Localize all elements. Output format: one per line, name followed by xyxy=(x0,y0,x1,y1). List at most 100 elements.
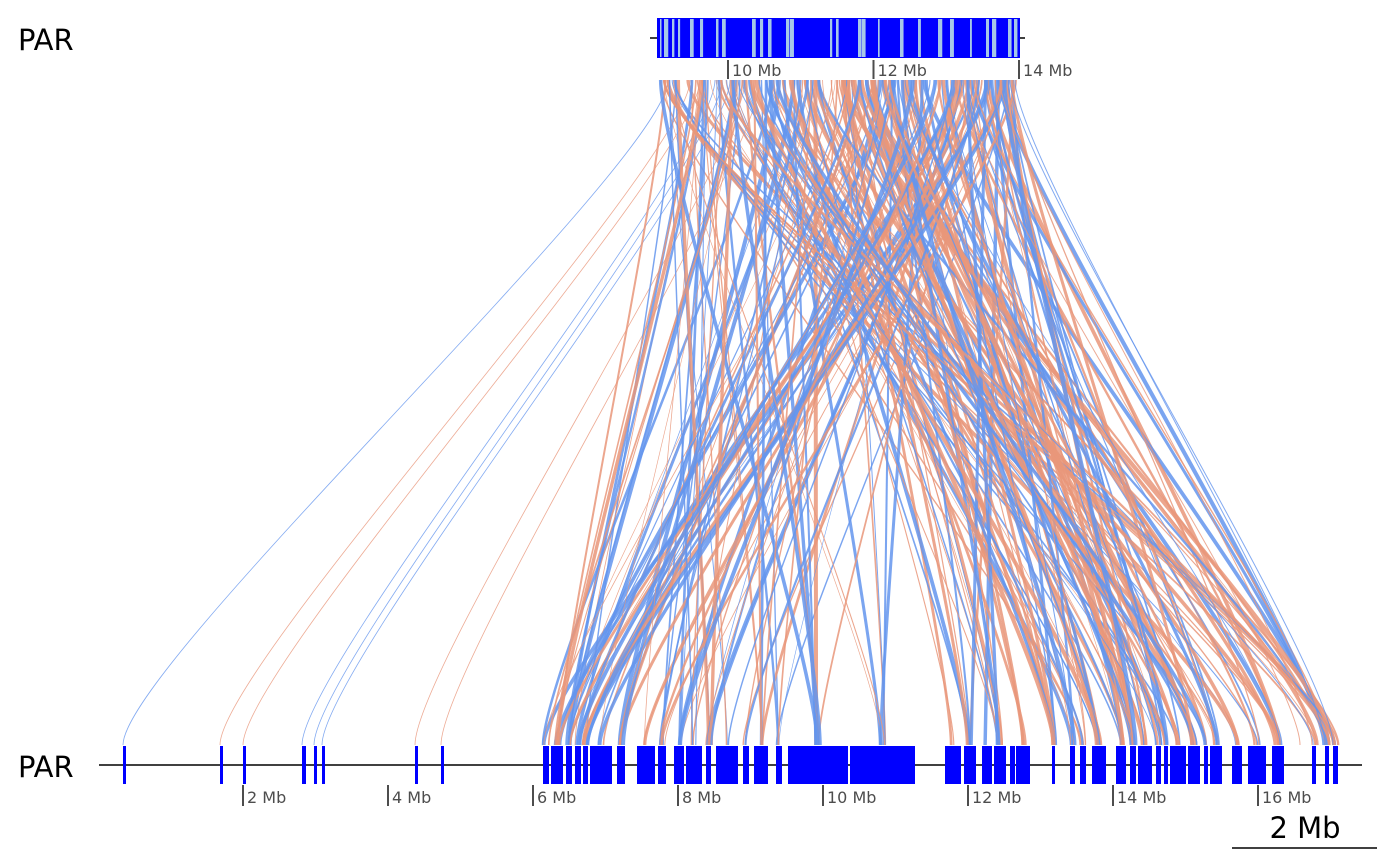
bottom-tick-label-5: 12 Mb xyxy=(972,788,1021,807)
bottom-feature-24 xyxy=(788,746,848,784)
synteny-link-223 xyxy=(945,79,1166,746)
bottom-feature-12 xyxy=(583,746,588,784)
synteny-link-231 xyxy=(758,79,1198,746)
synteny-link-224 xyxy=(749,79,1281,746)
synteny-link-247 xyxy=(733,79,1074,746)
synteny-link-256 xyxy=(576,79,938,746)
bottom-feature-7 xyxy=(441,746,444,784)
synteny-link-267 xyxy=(962,79,1073,746)
bottom-feature-34 xyxy=(1080,746,1086,784)
synteny-link-254 xyxy=(619,79,833,746)
bottom-feature-33 xyxy=(1070,746,1075,784)
bottom-feature-46 xyxy=(1248,746,1266,784)
top-track-features xyxy=(657,18,1020,58)
bottom-feature-32 xyxy=(1052,746,1055,784)
top-track-label: PAR xyxy=(18,23,74,57)
top-feature-gap-19 xyxy=(918,19,921,57)
top-feature-gap-17 xyxy=(878,19,880,57)
bottom-feature-30 xyxy=(1010,746,1015,784)
bottom-feature-49 xyxy=(1325,746,1329,784)
bottom-feature-45 xyxy=(1232,746,1242,784)
bottom-tick-label-3: 8 Mb xyxy=(682,788,721,807)
synteny-links xyxy=(122,79,1340,746)
bottom-feature-23 xyxy=(776,746,782,784)
synteny-link-7 xyxy=(440,79,761,746)
synteny-link-0 xyxy=(122,79,669,746)
synteny-link-185 xyxy=(554,79,697,746)
synteny-link-203 xyxy=(744,79,879,746)
bottom-feature-47 xyxy=(1272,746,1284,784)
synteny-link-213 xyxy=(942,79,1136,746)
synteny-link-139 xyxy=(718,79,780,746)
bottom-feature-5 xyxy=(322,746,325,784)
top-feature-gap-10 xyxy=(768,19,772,57)
bottom-feature-50 xyxy=(1333,746,1338,784)
bottom-feature-21 xyxy=(743,746,749,784)
synteny-link-169 xyxy=(777,79,1136,746)
bottom-tick-label-0: 2 Mb xyxy=(247,788,286,807)
bottom-feature-39 xyxy=(1156,746,1161,784)
synteny-link-2 xyxy=(242,79,701,746)
bottom-feature-10 xyxy=(566,746,572,784)
bottom-feature-38 xyxy=(1138,746,1152,784)
synteny-link-268 xyxy=(999,79,1313,746)
synteny-link-193 xyxy=(695,79,707,746)
synteny-link-174 xyxy=(1011,79,1075,746)
bottom-feature-27 xyxy=(964,746,976,784)
synteny-link-242 xyxy=(555,79,704,746)
bottom-track-ticks: 2 Mb 4 Mb 6 Mb 8 Mb 10 Mb 12 Mb 14 Mb 16 Mb xyxy=(242,785,1311,807)
synteny-link-270 xyxy=(1009,79,1334,746)
top-feature-gap-9 xyxy=(760,19,764,57)
bottom-tick-label-1: 4 Mb xyxy=(392,788,431,807)
synteny-link-221 xyxy=(660,79,802,746)
synteny-link-227 xyxy=(586,79,955,746)
synteny-link-1 xyxy=(219,79,691,746)
top-tick-label-2: 14 Mb xyxy=(1023,61,1072,80)
synteny-link-252 xyxy=(726,79,1157,746)
bottom-feature-3 xyxy=(302,746,306,784)
bottom-feature-42 xyxy=(1188,746,1200,784)
bottom-feature-40 xyxy=(1164,746,1168,784)
bottom-feature-0 xyxy=(123,746,126,784)
synteny-link-235 xyxy=(890,79,1077,746)
bottom-feature-16 xyxy=(658,746,666,784)
top-feature-gap-23 xyxy=(986,19,990,57)
top-feature-gap-3 xyxy=(678,19,681,57)
bottom-feature-43 xyxy=(1204,746,1208,784)
synteny-link-248 xyxy=(644,79,700,746)
top-feature-gap-6 xyxy=(716,19,719,57)
top-feature-gap-15 xyxy=(858,19,862,57)
bottom-feature-26 xyxy=(945,746,961,784)
synteny-link-246 xyxy=(578,79,861,746)
synteny-link-184 xyxy=(847,79,969,746)
synteny-link-167 xyxy=(924,79,1100,746)
synteny-link-152 xyxy=(567,79,883,746)
bottom-feature-31 xyxy=(1016,746,1030,784)
top-feature-gap-1 xyxy=(664,19,669,57)
synteny-link-190 xyxy=(817,79,971,746)
synteny-link-261 xyxy=(773,79,1103,746)
synteny-link-269 xyxy=(1014,79,1326,746)
synteny-link-219 xyxy=(658,79,820,746)
bottom-feature-19 xyxy=(706,746,711,784)
synteny-link-188 xyxy=(841,79,1337,746)
synteny-link-45 xyxy=(541,79,774,746)
synteny-link-55 xyxy=(760,79,956,746)
synteny-link-225 xyxy=(898,79,1157,746)
synteny-link-266 xyxy=(883,79,1179,746)
synteny-link-198 xyxy=(817,79,1328,746)
synteny-link-156 xyxy=(557,79,966,746)
synteny-link-209 xyxy=(789,79,1056,746)
top-tick-label-1: 12 Mb xyxy=(878,61,927,80)
bottom-feature-41 xyxy=(1170,746,1186,784)
top-feature-gap-5 xyxy=(700,19,704,57)
bottom-feature-37 xyxy=(1130,746,1136,784)
top-feature-gap-22 xyxy=(970,19,972,57)
synteny-link-271 xyxy=(959,79,1301,746)
bottom-feature-36 xyxy=(1116,746,1126,784)
top-feature-gap-12 xyxy=(790,19,794,57)
bottom-feature-6 xyxy=(415,746,418,784)
bottom-feature-20 xyxy=(716,746,738,784)
bottom-feature-13 xyxy=(590,746,612,784)
